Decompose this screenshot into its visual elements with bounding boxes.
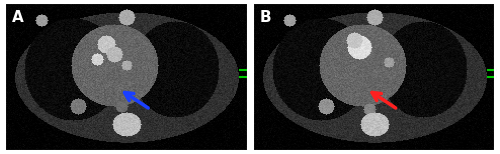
Text: B: B — [260, 10, 272, 25]
Text: A: A — [12, 10, 24, 25]
